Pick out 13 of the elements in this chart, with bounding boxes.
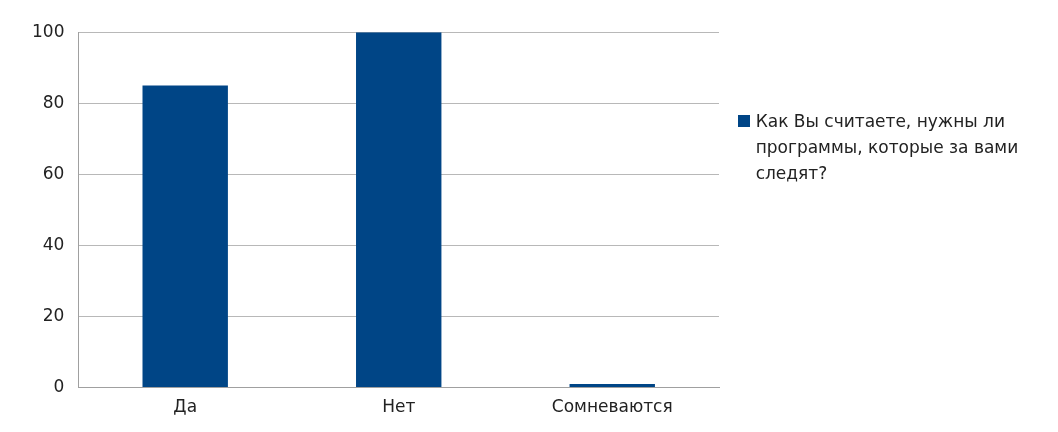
x-tick-label: Да [173,396,198,417]
x-tick-label: Нет [382,396,416,417]
y-tick-label: 20 [42,304,65,325]
legend-label: Как Вы считаете, нужны ли программы, которые за вами следят? [755,110,1020,185]
x-tick-label: Сомневаются [551,396,673,417]
y-tick-label: 0 [53,376,65,397]
bar [356,32,442,388]
bar [569,384,655,388]
y-tick-label: 40 [42,233,65,254]
y-tick-label: 80 [42,91,65,112]
y-tick-label: 60 [42,162,65,183]
y-tick-label: 100 [31,20,65,41]
bar [142,85,228,388]
